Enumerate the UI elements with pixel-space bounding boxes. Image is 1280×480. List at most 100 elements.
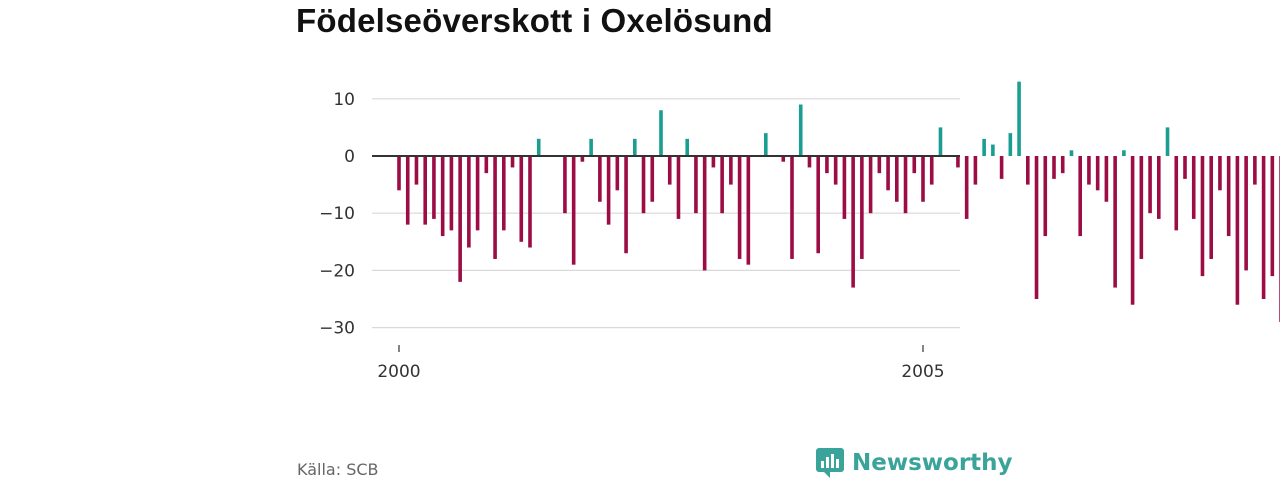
bar (1078, 156, 1082, 237)
bar (1270, 156, 1275, 277)
bar (1253, 156, 1257, 185)
bar (1052, 156, 1056, 179)
y-tick-label: 0 (344, 147, 355, 167)
bar (633, 138, 637, 156)
bar (563, 156, 567, 214)
bar (502, 156, 506, 231)
bar (1165, 127, 1170, 156)
y-tick-label: 10 (333, 90, 355, 110)
x-tick-label: 2005 (901, 362, 944, 382)
bar (982, 138, 986, 156)
bar (624, 156, 628, 254)
bar (1130, 156, 1135, 305)
bar (729, 156, 733, 185)
bar (1095, 156, 1100, 191)
bar (807, 156, 812, 168)
bar (1157, 156, 1161, 219)
bar (615, 156, 620, 191)
bar (1069, 150, 1074, 156)
bar (1043, 156, 1048, 237)
bar (580, 156, 585, 162)
bar (405, 156, 410, 225)
bar (528, 156, 532, 248)
y-tick-label: −10 (319, 204, 355, 224)
bar (711, 156, 716, 168)
bar (929, 156, 934, 185)
bar (475, 156, 480, 231)
bar (440, 156, 445, 237)
bar (702, 156, 707, 271)
bar (790, 156, 794, 259)
bar (833, 156, 838, 185)
bar (1139, 156, 1144, 259)
bar (1087, 156, 1091, 185)
bar (449, 156, 454, 231)
y-tick-label: −30 (319, 319, 355, 339)
bar (571, 156, 576, 265)
source-label: Källa: SCB (297, 460, 379, 479)
bar (851, 156, 855, 288)
bar (685, 138, 689, 156)
bar (781, 156, 786, 162)
bar (1122, 150, 1126, 156)
bar (964, 156, 969, 219)
bar (432, 156, 436, 219)
bar (650, 156, 655, 202)
newsworthy-logo: Newsworthy (816, 448, 1013, 478)
newsworthy-icon (816, 448, 844, 478)
bar (510, 156, 515, 168)
bar (1183, 156, 1187, 179)
bar (676, 156, 681, 219)
bar (598, 156, 602, 202)
bar (956, 156, 960, 168)
bar (798, 104, 803, 156)
bar (1017, 81, 1021, 156)
bar (764, 133, 768, 156)
bar (606, 156, 611, 225)
bar (816, 156, 820, 254)
x-axis-ticks: 200020052010201520202025 (377, 345, 945, 382)
bar (667, 156, 672, 185)
bar (694, 156, 698, 214)
bar (397, 156, 401, 191)
bar (991, 144, 995, 156)
bar (973, 156, 978, 185)
bar (720, 156, 724, 214)
bar (1226, 156, 1231, 237)
bar (1113, 156, 1117, 288)
brand-name: Newsworthy (852, 450, 1013, 476)
y-axis-ticks: 10 0 −10 −20 −30 (319, 90, 355, 339)
bar (589, 138, 593, 156)
bar (912, 156, 917, 174)
bar (1034, 156, 1039, 299)
bar (484, 156, 489, 174)
bar (1261, 156, 1266, 299)
y-tick-label: −20 (319, 261, 355, 281)
bar (1174, 156, 1179, 231)
chart-title: Födelseöverskott i Oxelösund (296, 2, 773, 39)
bar (1008, 133, 1013, 156)
bar (1209, 156, 1213, 259)
bar (868, 156, 873, 214)
bar (659, 110, 663, 156)
bar (414, 156, 419, 185)
bar (737, 156, 742, 259)
bar (1218, 156, 1222, 191)
bar (1191, 156, 1196, 219)
bar (842, 156, 847, 219)
bar (1148, 156, 1152, 214)
bar (641, 156, 646, 214)
bar (423, 156, 427, 225)
bar (1244, 156, 1248, 271)
bar (825, 156, 829, 174)
bar (746, 156, 751, 265)
bars (397, 81, 1280, 322)
bar (519, 156, 524, 242)
bar (1235, 156, 1240, 305)
bar (493, 156, 497, 259)
bar (1104, 156, 1109, 202)
bar (467, 156, 471, 248)
bar (536, 138, 541, 156)
bar (1060, 156, 1065, 174)
bar (895, 156, 899, 202)
